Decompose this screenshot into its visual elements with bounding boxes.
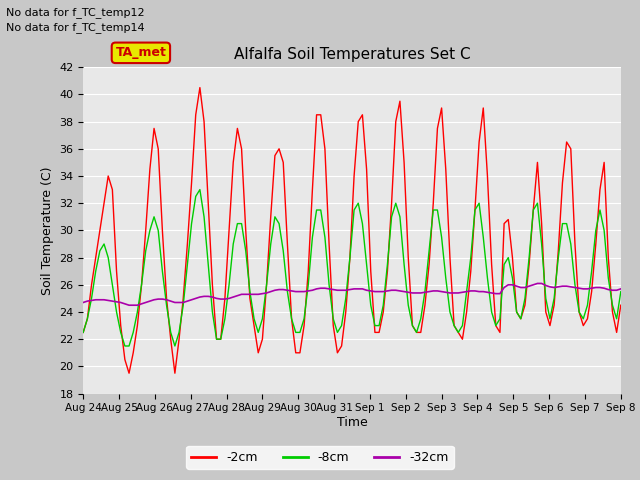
Title: Alfalfa Soil Temperatures Set C: Alfalfa Soil Temperatures Set C xyxy=(234,47,470,62)
X-axis label: Time: Time xyxy=(337,416,367,429)
Text: No data for f_TC_temp14: No data for f_TC_temp14 xyxy=(6,22,145,33)
Text: TA_met: TA_met xyxy=(115,46,166,60)
Legend: -2cm, -8cm, -32cm: -2cm, -8cm, -32cm xyxy=(186,446,454,469)
Y-axis label: Soil Temperature (C): Soil Temperature (C) xyxy=(41,166,54,295)
Text: No data for f_TC_temp12: No data for f_TC_temp12 xyxy=(6,7,145,18)
